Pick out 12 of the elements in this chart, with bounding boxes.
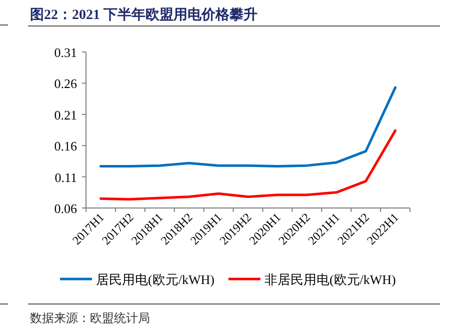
y-tick-label: 0.21 xyxy=(54,107,77,122)
y-tick-label: 0.06 xyxy=(54,201,78,216)
line-series xyxy=(99,86,397,168)
line-series xyxy=(99,129,397,201)
y-tick-label: 0.26 xyxy=(54,76,78,92)
y-tick-label: 0.31 xyxy=(54,45,77,60)
legend-label: 居民用电(欧元/kWH) xyxy=(96,272,214,287)
chart-title: 图22：2021 下半年欧盟用电价格攀升 xyxy=(30,6,258,23)
y-tick-label: 0.11 xyxy=(54,170,77,185)
source-note: 数据来源：欧盟统计局 xyxy=(30,311,150,325)
y-tick-label: 0.16 xyxy=(54,138,78,154)
legend-label: 非居民用电(欧元/kWH) xyxy=(264,272,396,287)
